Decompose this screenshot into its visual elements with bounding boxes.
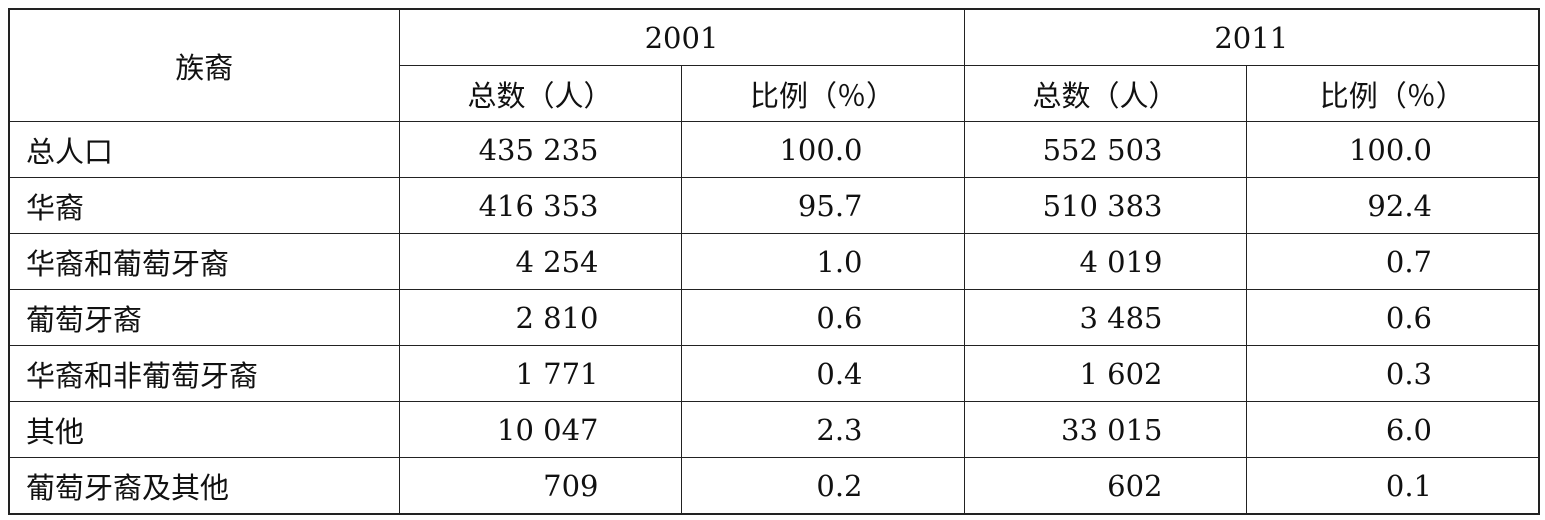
table-row: 葡萄牙裔 2 810 0.6 3 485 0.6 — [8, 289, 1540, 346]
row-label: 总人口 — [8, 121, 400, 178]
header-cell: 总数（人） — [963, 65, 1247, 122]
cell: 0.6 — [680, 289, 965, 346]
cell: 92.4 — [1245, 177, 1540, 234]
row-label: 华裔和非葡萄牙裔 — [8, 345, 400, 402]
cell: 100.0 — [680, 121, 965, 178]
cell: 4 254 — [398, 233, 682, 290]
header-cell: 2001 — [398, 8, 965, 66]
cell: 602 — [963, 457, 1247, 515]
table-header: 族裔 2001 2011 总数（人） 比例（％） 总数（人） 比例（％） — [8, 8, 1540, 122]
row-label: 葡萄牙裔 — [8, 289, 400, 346]
cell: 416 353 — [398, 177, 682, 234]
cell: 2 810 — [398, 289, 682, 346]
cell: 33 015 — [963, 401, 1247, 458]
header-cell: 2011 — [963, 8, 1540, 66]
cell: 0.7 — [1245, 233, 1540, 290]
header-cell: 比例（％） — [680, 65, 965, 122]
cell: 0.1 — [1245, 457, 1540, 515]
cell: 0.4 — [680, 345, 965, 402]
cell: 0.6 — [1245, 289, 1540, 346]
cell: 0.3 — [1245, 345, 1540, 402]
table-body: 总人口 435 235 100.0 552 503 100.0 华裔 416 353 95.7… — [8, 121, 1540, 515]
cell: 95.7 — [680, 177, 965, 234]
cell: 435 235 — [398, 121, 682, 178]
row-label: 华裔 — [8, 177, 400, 234]
cell: 510 383 — [963, 177, 1247, 234]
table-row: 总人口 435 235 100.0 552 503 100.0 — [8, 121, 1540, 178]
cell: 2.3 — [680, 401, 965, 458]
cell: 100.0 — [1245, 121, 1540, 178]
table-row: 华裔 416 353 95.7 510 383 92.4 — [8, 177, 1540, 234]
table-row: 华裔和葡萄牙裔 4 254 1.0 4 019 0.7 — [8, 233, 1540, 290]
cell: 6.0 — [1245, 401, 1540, 458]
cell: 709 — [398, 457, 682, 515]
cell: 3 485 — [963, 289, 1247, 346]
cell: 0.2 — [680, 457, 965, 515]
cell: 4 019 — [963, 233, 1247, 290]
header-cell: 族裔 — [8, 8, 400, 122]
cell: 1.0 — [680, 233, 965, 290]
cell: 10 047 — [398, 401, 682, 458]
header-cell: 比例（％） — [1245, 65, 1540, 122]
header-cell: 总数（人） — [398, 65, 682, 122]
row-label: 华裔和葡萄牙裔 — [8, 233, 400, 290]
table-row: 华裔和非葡萄牙裔 1 771 0.4 1 602 0.3 — [8, 345, 1540, 402]
header-row: 族裔 2001 2011 — [8, 8, 1540, 122]
cell: 552 503 — [963, 121, 1247, 178]
cell: 1 771 — [398, 345, 682, 402]
cell: 1 602 — [963, 345, 1247, 402]
table-row: 葡萄牙裔及其他 709 0.2 602 0.1 — [8, 457, 1540, 515]
table-row: 其他 10 047 2.3 33 015 6.0 — [8, 401, 1540, 458]
row-label: 其他 — [8, 401, 400, 458]
population-table: 族裔 2001 2011 总数（人） 比例（％） 总数（人） 比例（％） 总人口… — [8, 8, 1540, 515]
row-label: 葡萄牙裔及其他 — [8, 457, 400, 515]
